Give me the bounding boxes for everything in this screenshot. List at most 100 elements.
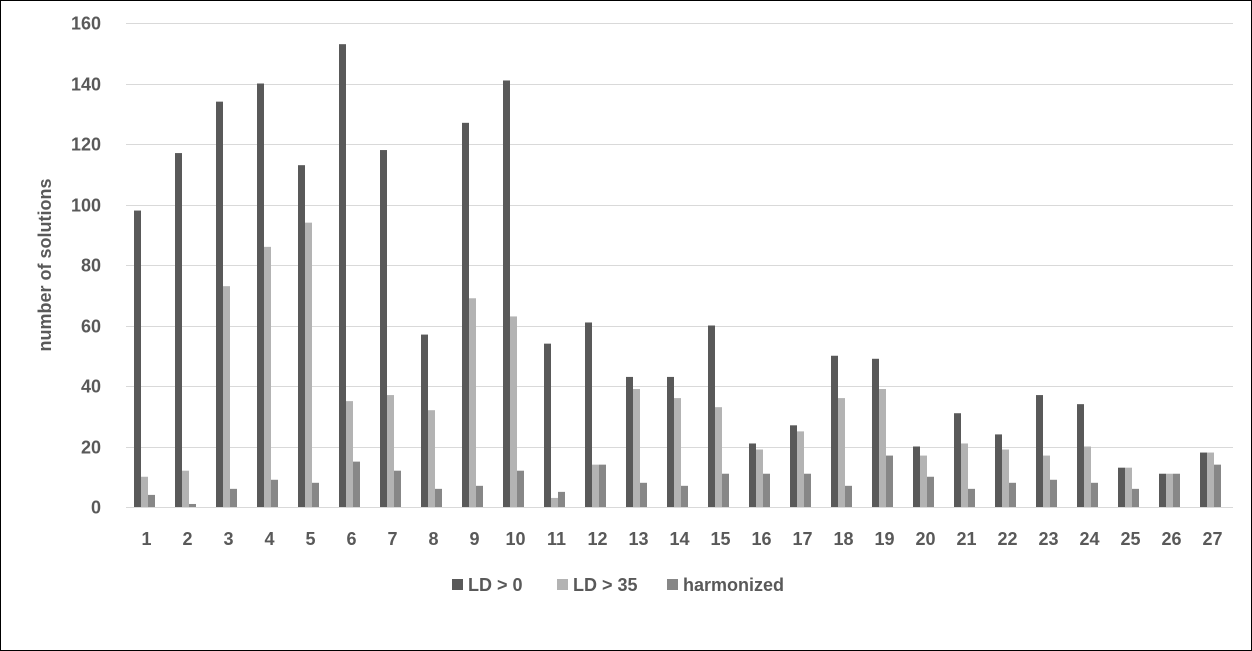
bar-ld-35-12	[592, 464, 599, 507]
bar-ld-0-26	[1159, 473, 1166, 507]
bar-ld-0-23	[1036, 395, 1043, 507]
bar-ld-35-5	[305, 222, 312, 507]
bar-ld-0-20	[913, 446, 920, 507]
x-tick-label: 11	[547, 529, 566, 549]
x-tick-label: 10	[505, 529, 525, 549]
x-tick-label: 8	[428, 529, 438, 549]
bar-ld-0-5	[298, 165, 305, 508]
x-tick-label: 18	[833, 529, 853, 549]
y-tick-label: 140	[71, 75, 101, 95]
bar-ld-0-11	[544, 343, 551, 507]
x-tick-label: 19	[874, 529, 894, 549]
bar-ld-35-18	[838, 398, 845, 507]
bar-harmonized-8	[435, 488, 442, 507]
bar-harmonized-10	[517, 470, 524, 507]
x-tick-label: 7	[387, 529, 397, 549]
bar-ld-0-25	[1118, 467, 1125, 507]
bar-ld-35-21	[961, 443, 968, 507]
bar-harmonized-19	[886, 455, 893, 507]
bar-ld-35-7	[387, 395, 394, 507]
x-tick-label: 24	[1079, 529, 1099, 549]
bar-ld-0-10	[503, 80, 510, 507]
x-tick-label: 1	[141, 529, 151, 549]
legend-swatch-harmonized	[667, 579, 678, 590]
bar-ld-0-13	[626, 376, 633, 507]
bar-harmonized-17	[804, 473, 811, 507]
bar-ld-35-11	[551, 497, 558, 507]
bar-ld-0-8	[421, 334, 428, 507]
x-tick-label: 9	[469, 529, 479, 549]
y-tick-label: 20	[81, 438, 101, 458]
y-axis-title: number of solutions	[35, 179, 55, 352]
y-tick-label: 0	[91, 498, 101, 518]
bar-ld-35-17	[797, 431, 804, 507]
x-tick-label: 26	[1161, 529, 1181, 549]
bar-ld-35-1	[141, 476, 148, 507]
legend-swatch-ld-0	[452, 579, 463, 590]
bar-ld-35-24	[1084, 446, 1091, 507]
bar-ld-0-12	[585, 322, 592, 507]
x-tick-label: 25	[1120, 529, 1140, 549]
bar-harmonized-27	[1214, 464, 1221, 507]
bar-harmonized-21	[968, 488, 975, 507]
bar-ld-0-17	[790, 425, 797, 507]
bar-ld-0-6	[339, 44, 346, 508]
x-tick-label: 3	[223, 529, 233, 549]
x-tick-label: 22	[997, 529, 1017, 549]
bar-ld-35-19	[879, 389, 886, 507]
bar-harmonized-2	[189, 503, 196, 507]
x-tick-label: 17	[792, 529, 812, 549]
bar-harmonized-18	[845, 485, 852, 507]
bars	[134, 44, 1221, 508]
bar-ld-35-16	[756, 449, 763, 507]
bar-ld-0-7	[380, 150, 387, 508]
bar-harmonized-13	[640, 482, 647, 507]
legend-label-ld-0: LD > 0	[468, 575, 523, 595]
bar-harmonized-24	[1091, 482, 1098, 507]
bar-ld-0-2	[175, 153, 182, 507]
bar-ld-35-10	[510, 316, 517, 507]
bar-ld-0-24	[1077, 404, 1084, 507]
y-tick-label: 60	[81, 317, 101, 337]
gridlines	[126, 23, 1233, 448]
y-tick-label: 80	[81, 256, 101, 276]
bar-harmonized-3	[230, 488, 237, 507]
bar-ld-35-3	[223, 286, 230, 507]
y-tick-label: 160	[71, 14, 101, 34]
bar-ld-35-26	[1166, 473, 1173, 507]
x-axis-tick-labels: 1 2 3 4 5 6 7 8 9 10 11 12 13 14 15 16 17 18 19 20 21 22 23 24 2…	[141, 529, 1222, 549]
bar-ld-0-14	[667, 376, 674, 507]
bar-ld-35-9	[469, 298, 476, 507]
y-tick-label: 40	[81, 377, 101, 397]
bar-ld-35-15	[715, 407, 722, 507]
bar-harmonized-4	[271, 479, 278, 507]
bar-ld-35-14	[674, 398, 681, 507]
bar-harmonized-25	[1132, 488, 1139, 507]
x-tick-label: 13	[628, 529, 648, 549]
bar-harmonized-1	[148, 494, 155, 507]
bar-ld-0-16	[749, 443, 756, 507]
bar-ld-35-23	[1043, 455, 1050, 507]
x-tick-label: 21	[956, 529, 976, 549]
y-tick-label: 120	[71, 135, 101, 155]
legend-label-harmonized: harmonized	[683, 575, 784, 595]
bar-ld-35-6	[346, 401, 353, 507]
bar-harmonized-15	[722, 473, 729, 507]
x-tick-label: 14	[669, 529, 689, 549]
y-tick-label: 100	[71, 196, 101, 216]
bar-harmonized-12	[599, 464, 606, 507]
bar-ld-0-4	[257, 83, 264, 507]
x-tick-label: 6	[346, 529, 356, 549]
legend-label-ld-35: LD > 35	[573, 575, 638, 595]
bar-ld-0-19	[872, 358, 879, 507]
bar-harmonized-7	[394, 470, 401, 507]
bar-ld-0-15	[708, 325, 715, 507]
bar-ld-0-27	[1200, 452, 1207, 507]
bar-ld-35-25	[1125, 467, 1132, 507]
bar-harmonized-6	[353, 461, 360, 507]
bar-ld-35-4	[264, 246, 271, 507]
x-tick-label: 23	[1038, 529, 1058, 549]
legend: LD > 0 LD > 35 harmonized	[452, 575, 784, 595]
